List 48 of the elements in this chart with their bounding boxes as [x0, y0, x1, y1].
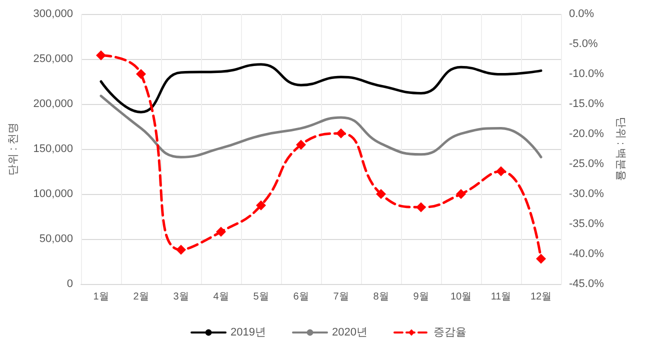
y2-tick-label: -45.0% — [569, 278, 604, 290]
y-tick-label: 0 — [66, 278, 73, 290]
y-axis-title: 단위 : 천명 — [8, 122, 20, 176]
x-tick-label: 8월 — [373, 292, 389, 302]
y2-tick-label: -40.0% — [569, 248, 604, 260]
line-series — [100, 63, 542, 114]
point — [536, 254, 546, 264]
y2-tick-label: -30.0% — [569, 188, 604, 200]
y2-tick-label: -20.0% — [569, 128, 604, 140]
line-series — [100, 94, 542, 158]
y2-tick-label: 0.0% — [569, 8, 594, 20]
y2-tick-label: -25.0% — [569, 158, 604, 170]
y2-tick-label: -35.0% — [569, 218, 604, 230]
point — [496, 166, 506, 176]
point — [136, 69, 146, 79]
x-tick-label: 12월 — [530, 292, 552, 302]
point — [176, 244, 186, 255]
x-tick-label: 5월 — [253, 292, 269, 302]
y2-axis-title: 단위 : 백분율 — [614, 116, 626, 182]
point — [456, 189, 466, 199]
x-tick-label: 1월 — [93, 292, 109, 302]
x-tick-label: 9월 — [413, 292, 429, 302]
point — [296, 140, 306, 150]
point — [96, 50, 106, 60]
x-tick-label: 4월 — [213, 292, 229, 302]
point — [416, 202, 426, 212]
x-tick-label: 10월 — [450, 292, 472, 302]
x-tick-label: 2월 — [133, 292, 149, 302]
y2-tick-label: -5.0% — [569, 38, 598, 50]
point — [376, 189, 386, 199]
y-tick-label: 150,000 — [33, 143, 73, 155]
y-tick-label: 200,000 — [33, 98, 73, 110]
point — [256, 200, 266, 210]
legend-label: 2019년 — [230, 326, 266, 338]
legend-label: 2020년 — [332, 326, 368, 338]
x-tick-label: 3월 — [173, 292, 189, 302]
point — [216, 226, 226, 237]
x-tick-label: 6월 — [293, 292, 309, 302]
x-tick-label: 7월 — [333, 292, 349, 302]
legend-label: 증감율 — [433, 326, 466, 338]
y-tick-label: 100,000 — [33, 188, 73, 200]
point — [336, 128, 346, 138]
y2-tick-label: -10.0% — [569, 68, 604, 80]
y2-tick-label: -15.0% — [569, 98, 604, 110]
y-tick-label: 300,000 — [33, 8, 73, 20]
x-tick-label: 11월 — [490, 292, 512, 302]
y-tick-label: 50,000 — [39, 233, 73, 245]
y-tick-label: 250,000 — [33, 53, 73, 65]
